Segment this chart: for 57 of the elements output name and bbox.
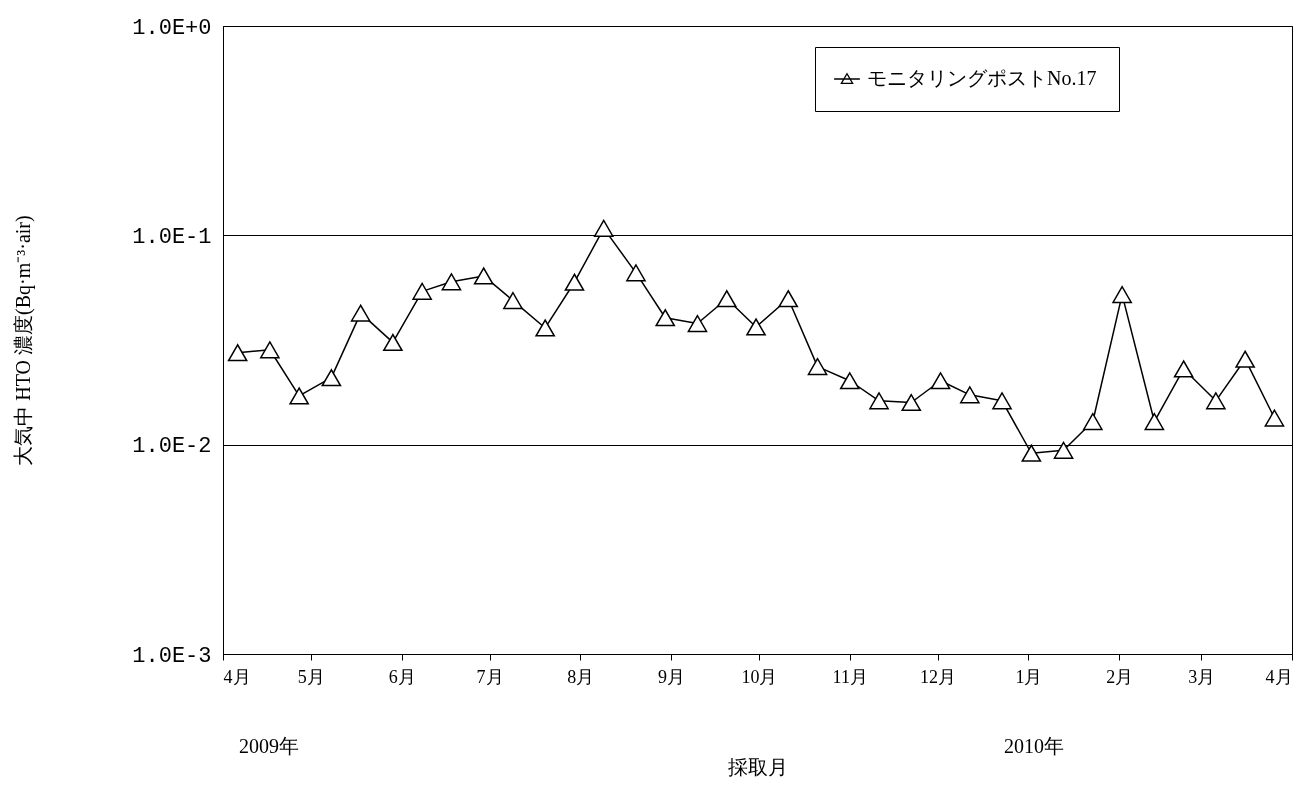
x-tick-label: 10月 [741,666,778,687]
point [1083,412,1103,431]
text: 2009年 [239,735,299,757]
point [778,290,799,308]
text: 2010年 [1004,735,1064,757]
point [807,357,828,376]
point [687,314,708,333]
point [227,344,248,362]
x-tick-label: 2月 [1106,666,1134,687]
point [716,290,737,308]
point [593,219,614,237]
x-tick-label: 9月 [658,666,686,687]
point [383,333,403,352]
point [1112,285,1132,304]
point [655,309,676,327]
point [473,267,494,285]
point [746,318,766,336]
point [901,393,922,412]
x-tick-label: 4月 [223,666,251,687]
x-tick-label: 3月 [1188,666,1216,687]
x-tick-label: 6月 [388,666,416,687]
x-axis-title: 採取月 [728,755,788,778]
x-tick-label: 1月 [1015,666,1043,687]
point [1264,409,1285,427]
y-axis-title: 大気中 HTO 濃度(Bq·m⁻³·air) [11,215,35,466]
x-tick-label: 11月 [832,666,868,687]
point [503,291,523,310]
x-tick-label: 7月 [476,666,504,687]
point [1206,392,1226,410]
point [1173,360,1194,378]
legend-label: モニタリングポストNo.17 [867,67,1097,89]
point [992,392,1012,410]
point [869,392,889,410]
x-tick-label: 8月 [567,666,595,687]
point [839,372,860,390]
point [321,369,342,387]
point [412,282,432,300]
point [626,264,646,282]
point [289,387,309,405]
point [1144,412,1165,431]
y-tick-label: 1.0E-3 [132,643,212,669]
point [930,372,951,390]
point [1021,444,1042,462]
y-tick-label: 1.0E-1 [132,224,212,250]
x-tick-label: 5月 [297,666,325,687]
point [1053,441,1074,459]
point [1235,350,1255,368]
x-tick-label: 4月 [1265,666,1293,687]
point [535,319,555,337]
point [960,386,980,404]
point [564,273,585,291]
y-tick-label: 1.0E+0 [132,15,212,41]
x-tick-label: 12月 [920,666,957,687]
y-tick-label: 1.0E-2 [132,434,212,460]
point [350,304,371,322]
point [260,341,280,359]
point [441,273,462,291]
